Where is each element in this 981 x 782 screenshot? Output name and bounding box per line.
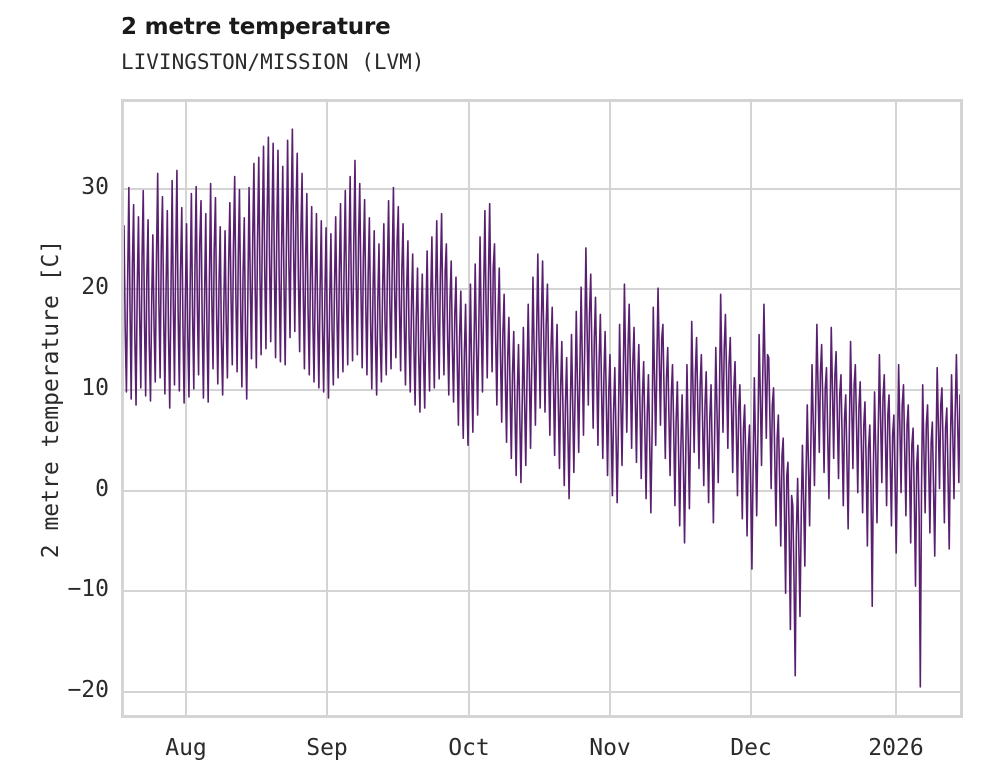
x-tick-label: Nov xyxy=(589,735,631,761)
plot-inner xyxy=(124,102,960,715)
y-tick-label: −10 xyxy=(67,576,109,603)
x-tick-label: Sep xyxy=(306,735,348,761)
x-tick-label: 2026 xyxy=(868,735,924,761)
gridline-vertical xyxy=(750,102,752,715)
page-title: 2 metre temperature xyxy=(121,14,391,40)
plot-area xyxy=(121,99,963,718)
gridline-vertical xyxy=(185,102,187,715)
y-tick-label: 10 xyxy=(81,374,109,401)
gridline-vertical xyxy=(895,102,897,715)
gridline-horizontal xyxy=(124,690,960,693)
temperature-line xyxy=(124,128,960,688)
gridline-vertical xyxy=(609,102,611,715)
gridline-horizontal xyxy=(124,187,960,190)
gridline-horizontal xyxy=(124,489,960,492)
gridline-horizontal xyxy=(124,590,960,593)
temperature-series xyxy=(124,128,960,688)
x-tick-label: Aug xyxy=(165,735,207,761)
y-tick-label: 30 xyxy=(81,173,109,200)
gridline-horizontal xyxy=(124,388,960,391)
gridline-vertical xyxy=(326,102,328,715)
y-tick-label: 20 xyxy=(81,274,109,301)
y-tick-label: 0 xyxy=(95,475,109,502)
y-tick-label: −20 xyxy=(67,676,109,703)
x-tick-label: Oct xyxy=(448,735,490,761)
x-tick-label: Dec xyxy=(730,735,772,761)
page-subtitle: LIVINGSTON/MISSION (LVM) xyxy=(121,50,425,74)
